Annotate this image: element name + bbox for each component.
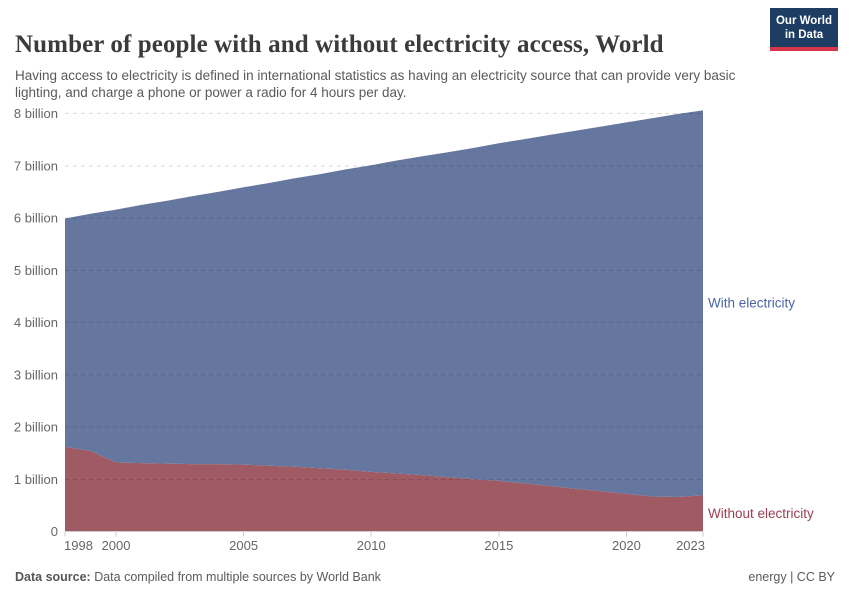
y-tick-label-7-billion: 7 billion <box>14 158 58 173</box>
series-label-with-electricity[interactable]: With electricity <box>708 295 795 310</box>
owid-logo-line1: Our World <box>775 15 832 27</box>
x-tick-label-2020: 2020 <box>612 538 641 553</box>
data-source-label: Data source: <box>15 570 91 584</box>
x-tick-label-1998: 1998 <box>64 538 93 553</box>
chart-subtitle: Having access to electricity is defined … <box>15 67 736 100</box>
with-electricity-area[interactable] <box>65 110 703 498</box>
y-tick-label-2-billion: 2 billion <box>14 420 58 435</box>
y-tick-label-3-billion: 3 billion <box>14 367 58 382</box>
chart-title: Number of people with and without electr… <box>15 30 664 58</box>
without-electricity-area[interactable] <box>65 446 703 532</box>
chart-footer: Data source: Data compiled from multiple… <box>15 567 835 587</box>
license-note[interactable]: energy | CC BY <box>748 570 835 584</box>
y-tick-label-0-billion: 0 <box>51 524 58 539</box>
x-tick-label-2000: 2000 <box>102 538 131 553</box>
y-tick-label-8-billion: 8 billion <box>14 106 58 121</box>
y-tick-label-4-billion: 4 billion <box>14 315 58 330</box>
y-tick-label-1-billion: 1 billion <box>14 472 58 487</box>
x-tick-label-2005: 2005 <box>229 538 258 553</box>
x-tick-label-2023: 2023 <box>676 538 705 553</box>
y-tick-label-5-billion: 5 billion <box>14 263 58 278</box>
x-tick-label-2015: 2015 <box>484 538 513 553</box>
series-label-without-electricity[interactable]: Without electricity <box>708 506 814 521</box>
owid-logo[interactable]: Our World in Data <box>770 8 838 51</box>
y-tick-label-6-billion: 6 billion <box>14 211 58 226</box>
x-tick-label-2010: 2010 <box>357 538 386 553</box>
data-source-text: Data compiled from multiple sources by W… <box>90 570 381 584</box>
data-source: Data source: Data compiled from multiple… <box>15 570 381 584</box>
owid-logo-line2: in Data <box>784 29 824 41</box>
